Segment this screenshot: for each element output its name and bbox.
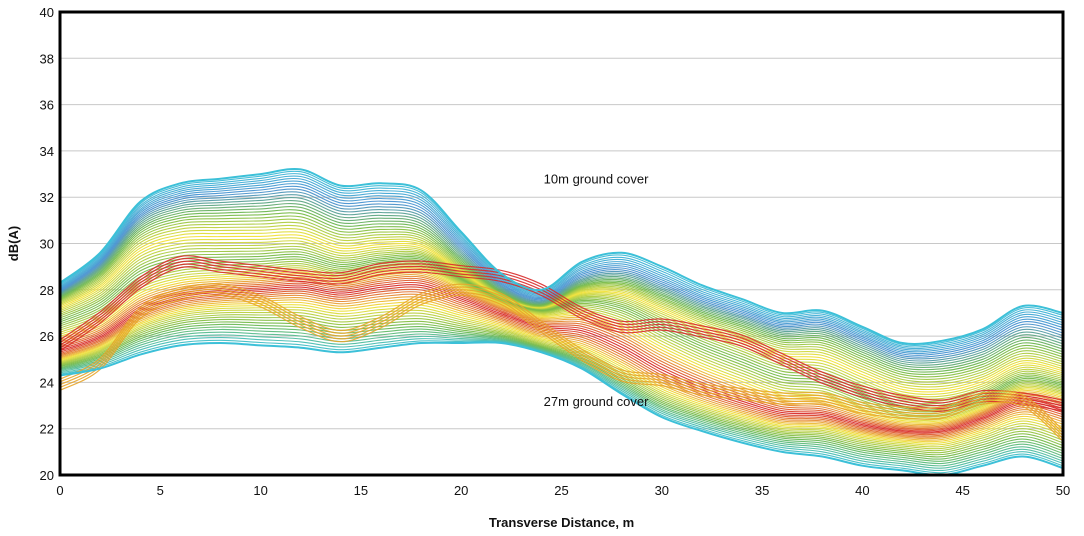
x-tick-label: 30 <box>655 483 669 498</box>
series-line <box>59 326 1064 462</box>
series-line <box>59 268 1064 423</box>
series-line <box>59 318 1064 456</box>
series-line <box>59 185 1064 356</box>
series-line <box>59 191 1064 360</box>
series-line <box>59 177 1064 351</box>
series-line <box>59 304 1064 444</box>
series-line <box>59 180 1064 353</box>
tick-labels: 20 22 24 26 28 30 32 34 36 38 40 0 5 10 15 20 25 30 35 40 45… <box>40 5 1071 498</box>
y-tick-label: 24 <box>40 375 54 390</box>
series-line <box>59 260 1064 415</box>
series-line <box>59 284 1064 433</box>
annotation-10m-ground-cover: 10m ground cover <box>544 172 649 187</box>
y-axis-title: dB(A) <box>6 226 21 261</box>
x-tick-label: 0 <box>56 483 63 498</box>
highlight-series-line <box>59 294 1064 442</box>
y-tick-label: 32 <box>40 190 54 205</box>
series-line <box>59 334 1064 469</box>
x-tick-label: 25 <box>554 483 568 498</box>
series-line <box>59 314 1064 452</box>
x-tick-label: 50 <box>1056 483 1070 498</box>
x-tick-label: 15 <box>354 483 368 498</box>
highlight-series-line <box>59 260 1064 407</box>
y-tick-label: 40 <box>40 5 54 20</box>
series-line <box>59 291 1064 437</box>
y-tick-label: 36 <box>40 98 54 113</box>
series-line <box>59 316 1064 454</box>
series-line <box>59 203 1064 369</box>
y-tick-label: 30 <box>40 237 54 252</box>
series-line <box>59 170 1064 347</box>
x-tick-label: 45 <box>955 483 969 498</box>
y-tick-label: 34 <box>40 144 54 159</box>
series-line <box>59 273 1064 427</box>
series-line <box>59 323 1064 460</box>
series-line <box>59 267 1064 422</box>
highlight-series-line <box>59 266 1064 412</box>
highlight-series-line <box>59 257 1064 404</box>
envelope-bottom-line <box>59 341 1064 477</box>
series-line <box>59 199 1064 366</box>
y-tick-label: 20 <box>40 468 54 483</box>
series-line <box>59 286 1064 434</box>
plot-frame <box>58 10 1065 477</box>
series-line <box>59 197 1064 364</box>
series-line <box>59 277 1064 430</box>
highlight-series-line <box>59 288 1064 437</box>
series-line <box>59 194 1064 362</box>
series-line <box>59 298 1064 441</box>
series-line <box>59 253 1064 409</box>
highlight-series-line <box>59 283 1064 431</box>
series-line <box>59 242 1064 400</box>
y-tick-label: 22 <box>40 422 54 437</box>
series-line <box>59 173 1064 348</box>
y-tick-label: 26 <box>40 329 54 344</box>
series-line <box>59 215 1064 378</box>
envelope-top-line <box>59 167 1064 345</box>
highlight-series-line <box>59 263 1064 410</box>
series-line <box>59 270 1064 424</box>
highlight-series-line <box>59 255 1064 401</box>
series-line <box>59 328 1064 465</box>
series-line <box>59 331 1064 467</box>
x-axis-title: Transverse Distance, m <box>489 515 634 530</box>
series-lines <box>59 167 1064 477</box>
x-tick-label: 20 <box>454 483 468 498</box>
series-line <box>59 337 1064 472</box>
y-tick-label: 28 <box>40 283 54 298</box>
x-tick-label: 35 <box>755 483 769 498</box>
series-line <box>59 183 1064 355</box>
series-line <box>59 321 1064 458</box>
series-line <box>59 212 1064 376</box>
x-tick-label: 10 <box>253 483 267 498</box>
series-line <box>59 175 1064 350</box>
series-line <box>59 309 1064 448</box>
series-line <box>59 188 1064 358</box>
series-line <box>59 279 1064 431</box>
y-tick-label: 38 <box>40 51 54 66</box>
highlight-series-line <box>59 286 1064 434</box>
x-tick-label: 40 <box>855 483 869 498</box>
annotation-27m-ground-cover: 27m ground cover <box>544 394 649 409</box>
series-line <box>59 272 1064 426</box>
highlight-series-line <box>59 291 1064 439</box>
x-tick-label: 5 <box>157 483 164 498</box>
